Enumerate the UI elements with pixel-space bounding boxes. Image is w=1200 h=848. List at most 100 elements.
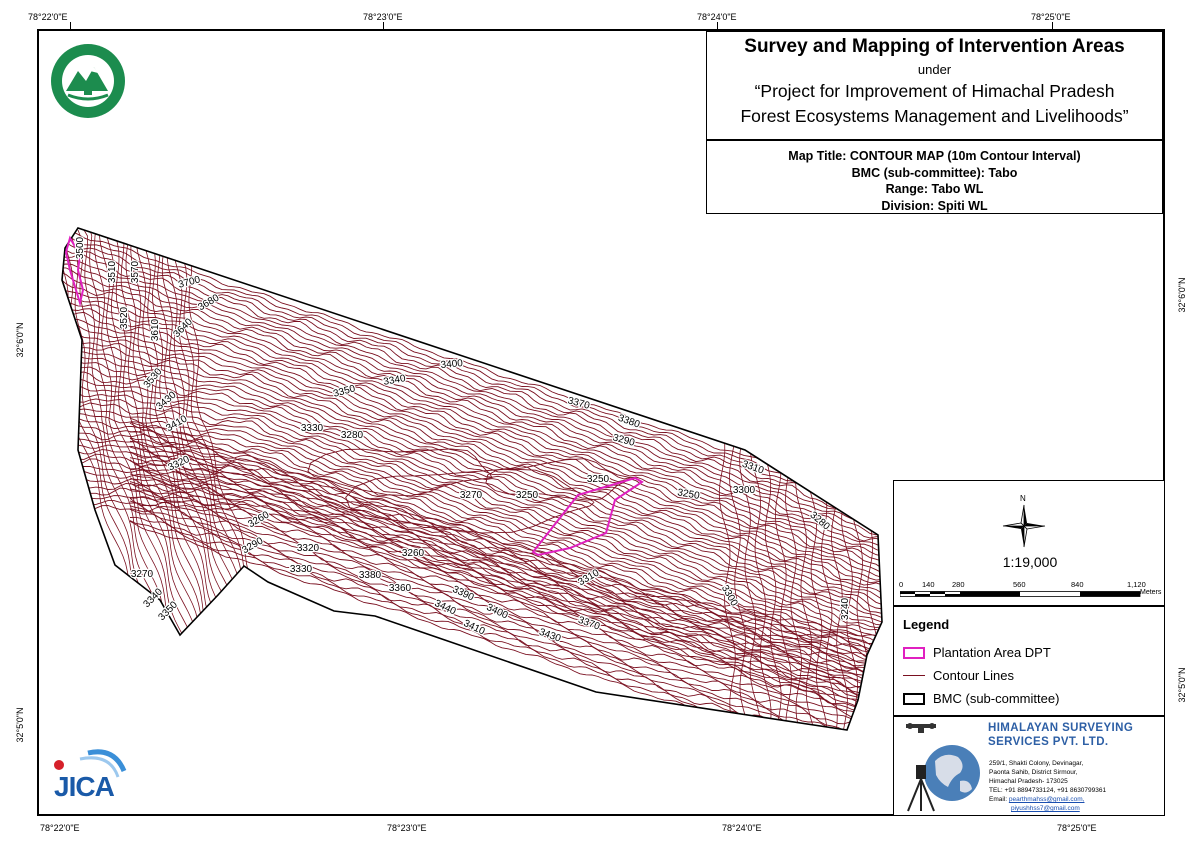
map-main-title: Survey and Mapping of Intervention Areas	[744, 36, 1125, 57]
email-link-2[interactable]: piyushhss7@gmail.com	[1011, 805, 1080, 812]
contour-line	[62, 449, 882, 673]
contour-label: 3320	[297, 543, 320, 554]
contour-label: 3280	[341, 430, 364, 441]
bmc-symbol	[903, 692, 925, 705]
contour-line	[62, 458, 882, 684]
contour-symbol	[903, 675, 925, 676]
contour-line	[125, 229, 211, 637]
contour-line	[345, 468, 595, 534]
scale-ratio: 1:19,000	[1002, 554, 1058, 570]
contour-line	[62, 322, 882, 578]
contour-line	[119, 229, 205, 637]
email-label: Email:	[989, 796, 1008, 803]
contour-line	[129, 422, 882, 654]
contour-line	[129, 421, 882, 645]
scale-tick-140: 140	[922, 580, 935, 589]
scale-tick-560: 560	[1013, 580, 1026, 589]
contour-line	[129, 481, 882, 718]
contour-line	[83, 229, 168, 637]
company-address: 259/1, Shakti Colony, Devinagar, Paonta …	[989, 759, 1106, 813]
coord-top-2: 78°23'0"E	[363, 12, 403, 22]
contour-line	[760, 429, 782, 730]
map-title-line: Map Title: CONTOUR MAP (10m Contour Inte…	[788, 149, 1081, 163]
project-line-2: Forest Ecosystems Management and Livelih…	[740, 106, 1129, 126]
scale-unit: Meters	[1140, 589, 1162, 596]
contour-label: 3240	[840, 597, 851, 620]
contour-label: 3250	[587, 474, 610, 485]
company-name-line-2: SERVICES PVT. LTD.	[988, 736, 1109, 748]
legend-title: Legend	[903, 617, 950, 632]
contour-label: 3340	[383, 373, 407, 388]
contour-line	[62, 427, 882, 660]
contour-line	[166, 229, 254, 637]
jica-wordmark: JICA	[54, 771, 115, 802]
contour-line	[62, 253, 882, 528]
contour-line	[307, 448, 493, 497]
scale-tick-1120: 1,120	[1127, 580, 1146, 589]
coord-top-4: 78°25'0"E	[1031, 12, 1071, 22]
contour-line	[62, 441, 882, 669]
contour-label: 3270	[460, 490, 483, 501]
bmc-line: BMC (sub-committee): Tabo	[851, 165, 1018, 180]
contour-line	[62, 278, 882, 545]
tick-mark	[1052, 22, 1053, 29]
contour-label: 3270	[131, 569, 154, 580]
contour-line	[485, 458, 635, 501]
project-line-1: “Project for Improvement of Himachal Pra…	[754, 81, 1115, 101]
contour-lines	[62, 228, 882, 730]
contour-line	[129, 430, 882, 661]
contour-line	[129, 500, 882, 730]
jica-logo: JICA	[50, 745, 130, 807]
email-link-1[interactable]: pearthmahss@gmail.com,	[1008, 796, 1085, 803]
contour-line	[62, 453, 882, 677]
contour-label: 3300	[719, 583, 740, 608]
contour-line	[773, 429, 792, 730]
contour-line	[129, 417, 882, 641]
contour-label: 3340	[141, 586, 165, 610]
contour-line	[62, 394, 882, 630]
contour-line	[749, 429, 772, 730]
address-line-1: 259/1, Shakti Colony, Devinagar,	[989, 760, 1084, 767]
legend-label-plantation: Plantation Area DPT	[933, 645, 1051, 660]
contour-line	[129, 477, 882, 716]
contour-line	[62, 271, 882, 540]
tick-mark	[70, 22, 71, 29]
globe-survey-logo-icon	[906, 723, 980, 812]
contour-line	[89, 229, 175, 637]
contour-line	[149, 229, 238, 637]
contour-line	[718, 429, 738, 730]
contour-line	[739, 429, 762, 730]
contour-line	[62, 258, 882, 529]
coord-top-3: 78°24'0"E	[697, 12, 737, 22]
contour-label: 3330	[301, 423, 324, 434]
legend-item-contour: Contour Lines	[903, 668, 1014, 683]
contour-line	[62, 407, 882, 644]
contour-label: 3350	[156, 599, 180, 623]
contour-line	[129, 457, 882, 689]
contour-line	[729, 429, 751, 730]
contour-line	[129, 468, 882, 706]
contour-line	[62, 233, 882, 507]
title-under: under	[917, 62, 952, 77]
legend-label-contour: Contour Lines	[933, 668, 1014, 683]
company-panel: HIMALAYAN SURVEYING SERVICES PVT. LTD. 2…	[893, 716, 1165, 816]
contour-line	[171, 229, 263, 637]
plantation-symbol	[903, 646, 925, 659]
contour-line	[62, 422, 882, 657]
contour-line	[99, 229, 192, 637]
tick-mark	[717, 22, 718, 29]
contour-label: 3500	[75, 236, 86, 259]
contour-label: 3410	[462, 618, 487, 638]
contour-line	[129, 496, 882, 730]
contour-line	[62, 364, 882, 612]
contour-line	[129, 473, 882, 711]
contour-line	[63, 229, 156, 637]
contour-label: 3400	[440, 358, 464, 371]
contour-line	[135, 229, 228, 637]
contour-line	[62, 417, 882, 654]
legend-label-bmc: BMC (sub-committee)	[933, 691, 1060, 706]
contour-line	[62, 356, 882, 602]
contour-label: 3260	[402, 548, 425, 559]
coord-bottom-4: 78°25'0"E	[1057, 823, 1097, 833]
scale-tick-0: 0	[899, 580, 904, 589]
